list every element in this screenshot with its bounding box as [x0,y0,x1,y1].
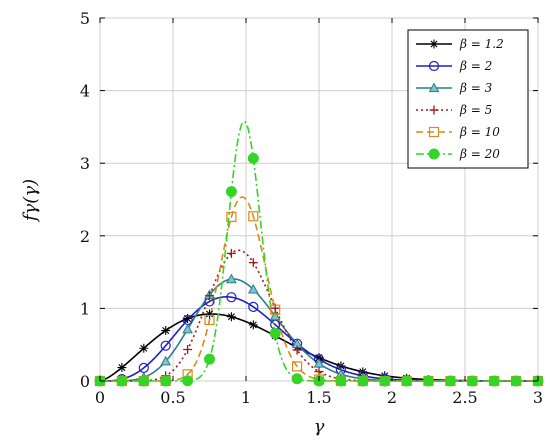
data-point-marker [117,363,127,373]
data-point-marker [292,361,303,372]
data-point-marker [401,375,413,387]
data-point-marker [205,309,214,319]
y-axis-label: fγ(γ) [20,179,41,223]
data-point-marker [336,361,346,371]
legend-label: β = 20 [459,147,500,161]
data-point-marker [205,291,214,301]
data-point-marker [204,353,215,365]
x-tick-label: 2.5 [452,388,477,407]
data-point-marker [379,375,391,387]
data-point-marker [248,320,258,330]
data-point-marker [248,301,259,312]
data-point-marker [160,340,171,351]
data-point-marker [138,375,150,387]
y-tick-label: 5 [80,9,90,28]
markers [94,152,544,387]
data-point-marker [291,373,303,385]
data-point-marker [116,375,128,387]
legend-label: β = 1.2 [459,37,504,51]
legend-marker [429,39,439,49]
data-point-marker [314,353,324,363]
legend-marker [428,82,440,93]
x-tick-label: 0 [95,388,105,407]
data-point-marker [225,186,237,198]
data-point-marker [247,283,259,294]
data-point-marker [226,312,236,322]
y-tick-label: 2 [80,227,90,246]
y-tick-label: 1 [80,299,90,318]
data-point-marker [139,343,149,353]
x-tick-label: 1.5 [306,388,331,407]
data-point-marker [226,211,237,223]
data-point-marker [226,273,237,284]
legend-marker [429,105,439,115]
x-tick-label: 2 [387,388,397,407]
data-point-marker [161,326,171,336]
data-point-marker [160,375,172,387]
data-point-marker [248,258,258,268]
legend-label: β = 2 [459,59,492,73]
data-point-marker [226,248,236,258]
x-tick-label: 0.5 [160,388,185,407]
data-point-marker [226,292,237,303]
data-point-marker [423,375,434,387]
legend-label: β = 3 [459,81,493,95]
legend-marker [428,148,440,160]
legend-label: β = 10 [459,125,500,139]
y-tick-label: 4 [80,82,90,101]
legend-marker [428,126,440,138]
data-point-marker [269,327,281,339]
data-point-marker [204,314,215,326]
y-tick-label: 0 [80,372,90,391]
data-point-marker [248,211,259,222]
data-point-marker [270,304,281,315]
legend-label: β = 5 [459,103,492,117]
legend-box [407,29,529,169]
x-tick-label: 1 [241,388,251,407]
data-point-marker [182,323,193,334]
legend-marker [428,60,440,72]
data-point-marker [488,375,500,387]
data-point-marker [510,375,522,387]
data-point-marker [466,375,478,387]
data-point-marker [292,345,302,355]
data-point-marker [182,375,194,387]
data-point-marker [183,314,193,324]
ticks: 0 0.5 1 1.5 2 2.5 3 0 1 2 3 4 5 [80,9,543,407]
data-point-marker [357,375,369,387]
x-tick-label: 3 [533,388,543,407]
data-point-marker [183,345,193,355]
data-point-marker [247,152,259,164]
data-point-marker [269,310,281,321]
data-point-marker [444,375,456,387]
data-point-marker [160,355,172,366]
y-tick-label: 3 [80,154,90,173]
x-axis-label: γ [314,416,325,437]
legend: β = 1.2 β = 2 β = 3 β = 5 β = 10 β = 20 [407,29,529,169]
data-point-marker [335,375,347,387]
